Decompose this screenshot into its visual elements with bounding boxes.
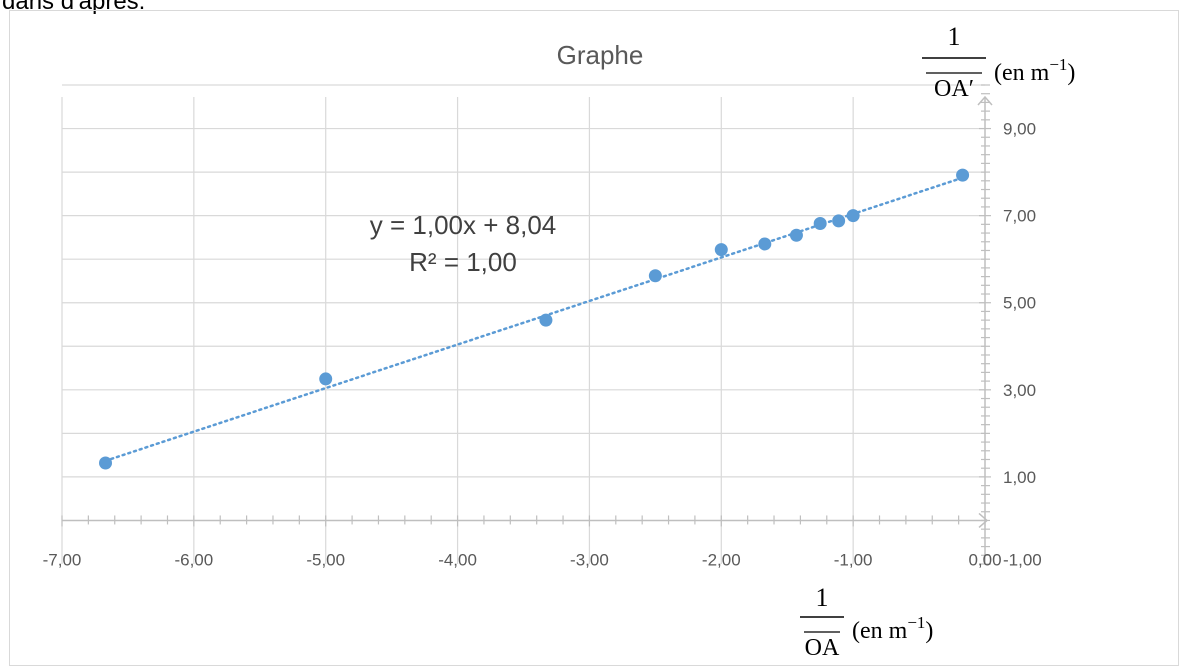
top-caption: dans d'après: <box>2 0 146 15</box>
data-point <box>813 216 827 230</box>
y-tick-label: 9,00 <box>1003 120 1036 139</box>
x-axis-label: 1 OA (en m−1) <box>800 583 933 661</box>
x-label-unit-exp: −1 <box>907 613 925 632</box>
y-tick-label: 1,00 <box>1003 468 1036 487</box>
y-label-denominator: OA′ <box>934 76 974 102</box>
trend-equation: y = 1,00x + 8,04 <box>370 210 556 240</box>
y-tick-label: 3,00 <box>1003 381 1036 400</box>
data-points <box>99 168 970 470</box>
data-point <box>648 269 662 283</box>
x-tick-label: -3,00 <box>570 550 609 569</box>
data-point <box>319 372 333 386</box>
data-point <box>846 209 860 223</box>
y-label-numerator: 1 <box>948 22 961 51</box>
x-tick-label: -7,00 <box>43 550 82 569</box>
x-tick-label: -6,00 <box>174 550 213 569</box>
y-axis-label: 1 OA′ (en m−1) <box>922 22 1075 102</box>
y-label-unit-exp: −1 <box>1049 55 1067 74</box>
y-label-unit-suffix: ) <box>1067 60 1075 86</box>
y-label-unit-prefix: (en m <box>994 60 1050 86</box>
data-point <box>956 168 970 182</box>
x-tick-label: 0,00 <box>968 550 1001 569</box>
data-point <box>789 228 803 242</box>
x-label-unit-suffix: ) <box>925 618 933 644</box>
x-label-denominator: OA <box>805 635 840 661</box>
x-tick-label: -2,00 <box>702 550 741 569</box>
data-point <box>758 237 772 251</box>
data-point <box>539 313 553 327</box>
chart-title: Graphe <box>557 40 644 70</box>
x-tick-label: -5,00 <box>306 550 345 569</box>
data-point <box>714 243 728 257</box>
y-label-unit: (en m−1) <box>994 55 1075 86</box>
axes <box>61 84 993 565</box>
x-tick-label: -1,00 <box>834 550 873 569</box>
y-tick-label: -1,00 <box>1003 550 1042 569</box>
tick-labels: -7,00 -6,00 -5,00 -4,00 -3,00 -2,00 -1,00 0,00-… <box>43 120 1042 570</box>
x-tick-label: -4,00 <box>438 550 477 569</box>
data-point <box>832 214 846 228</box>
chart-frame <box>9 10 1179 666</box>
x-label-numerator: 1 <box>816 583 829 612</box>
r-squared-label: R² = 1,00 <box>409 247 517 277</box>
y-tick-label: 5,00 <box>1003 294 1036 313</box>
x-label-unit: (en m−1) <box>852 613 933 644</box>
y-tick-label: 7,00 <box>1003 207 1036 226</box>
x-label-unit-prefix: (en m <box>852 618 908 644</box>
gridlines <box>61 84 985 564</box>
data-point <box>99 456 113 470</box>
